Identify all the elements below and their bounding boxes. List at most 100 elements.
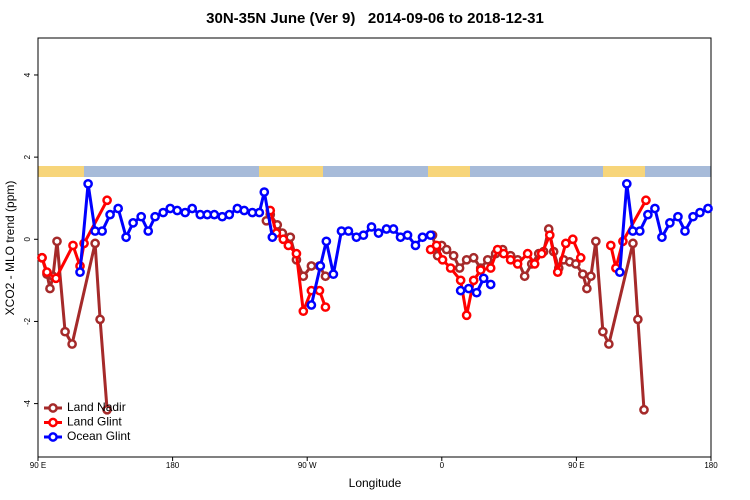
point [614,267,625,277]
point [498,248,509,259]
point [688,211,698,222]
point [657,232,667,243]
point [475,265,486,275]
point [567,234,578,245]
point [680,226,690,236]
legend-marker [48,403,58,413]
point [570,259,581,269]
point [455,275,466,286]
legend-label: Land Glint [67,415,122,429]
point [586,271,596,282]
point [471,287,482,298]
point [437,254,448,265]
point [102,404,112,415]
point [136,211,147,222]
point [121,232,131,243]
point [455,285,466,296]
point [598,326,608,337]
point [468,275,479,286]
point [45,283,55,294]
x-tick-label: 180 [166,461,180,470]
point [224,209,235,220]
point [283,240,294,251]
point [315,261,326,271]
land-strip [603,166,645,177]
point [158,207,169,218]
point [641,195,651,206]
point [90,238,100,249]
y-tick-label: 4 [23,72,32,77]
point [590,236,601,247]
point [52,236,62,247]
point [512,259,523,269]
point [143,226,154,236]
point [410,240,421,251]
point [505,254,516,265]
point [544,230,555,241]
legend-label: Ocean Glint [67,429,131,443]
point [448,250,459,261]
chart-title: 30N-35N June (Ver 9) 2014-09-06 to 2018-… [206,10,544,27]
point [267,232,278,243]
point [306,300,317,310]
point [673,211,683,222]
point [343,226,354,236]
point [695,207,705,218]
point [37,252,47,263]
point [180,207,191,218]
point [320,302,331,312]
point [298,306,309,317]
y-tick-label: -2 [23,317,32,325]
point [95,314,105,325]
point [485,263,496,273]
x-tick-label: 90 W [298,461,317,470]
y-tick-label: 2 [23,154,32,159]
point [634,226,645,236]
point [97,226,108,236]
point [463,283,474,294]
point [643,209,653,220]
x-tick-label: 90 E [568,461,584,470]
point [388,224,399,234]
point [639,404,649,415]
point [314,285,325,296]
point [633,314,643,325]
point [239,205,250,216]
point [417,232,428,243]
point [519,271,530,282]
point [445,263,456,273]
point [83,178,93,189]
land-strip [259,166,323,177]
point [67,339,77,349]
legend-marker [48,417,58,428]
point [529,259,540,269]
point [128,218,138,228]
point [60,326,70,337]
point [665,218,675,228]
point [402,230,413,241]
point [425,230,436,241]
x-tick-label: 90 E [30,461,46,470]
point [187,203,198,214]
x-axis-label: Longitude [349,476,402,490]
legend-marker [48,432,58,442]
point [582,283,592,294]
point [703,203,713,214]
point [209,209,220,220]
point [605,240,616,251]
point [468,252,479,263]
point [291,248,302,259]
legend-label: Land Nadir [67,400,126,414]
point [522,248,533,259]
x-tick-label: 180 [704,461,718,470]
point [172,205,183,216]
point [254,207,265,218]
x-tick-label: 0 [440,461,445,470]
point [628,238,638,249]
point [358,230,369,241]
plot-frame [37,37,712,458]
point [321,236,332,247]
point [102,195,112,206]
point [320,271,331,282]
